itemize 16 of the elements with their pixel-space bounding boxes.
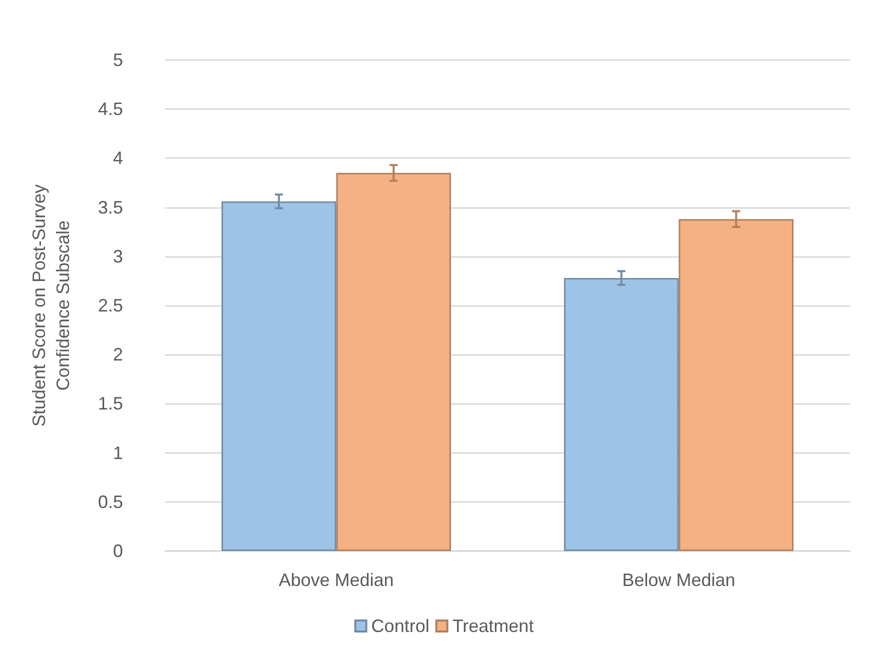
legend-label: Treatment (452, 616, 534, 636)
y-tick-label: 4 (112, 148, 123, 168)
y-tick-label: 1.5 (98, 394, 123, 414)
y-tick-label: 5 (112, 50, 123, 70)
y-axis-title: Student Score on Post-Survey Confidence Subscale (29, 184, 73, 427)
legend-label: Control (371, 616, 430, 636)
y-tick-label: 2 (112, 344, 123, 365)
y-tick-label: 3 (112, 246, 123, 266)
x-tick-label: Below Median (622, 570, 736, 590)
y-tick-label: 0 (112, 541, 123, 561)
y-tick-label: 4.5 (98, 99, 123, 120)
x-tick-label: Above Median (278, 570, 394, 590)
y-tick-label: 1 (112, 442, 123, 463)
y-tick-label: 0.5 (98, 492, 123, 512)
y-tick-label: 3.5 (98, 197, 123, 218)
y-tick-label: 2.5 (98, 296, 123, 316)
